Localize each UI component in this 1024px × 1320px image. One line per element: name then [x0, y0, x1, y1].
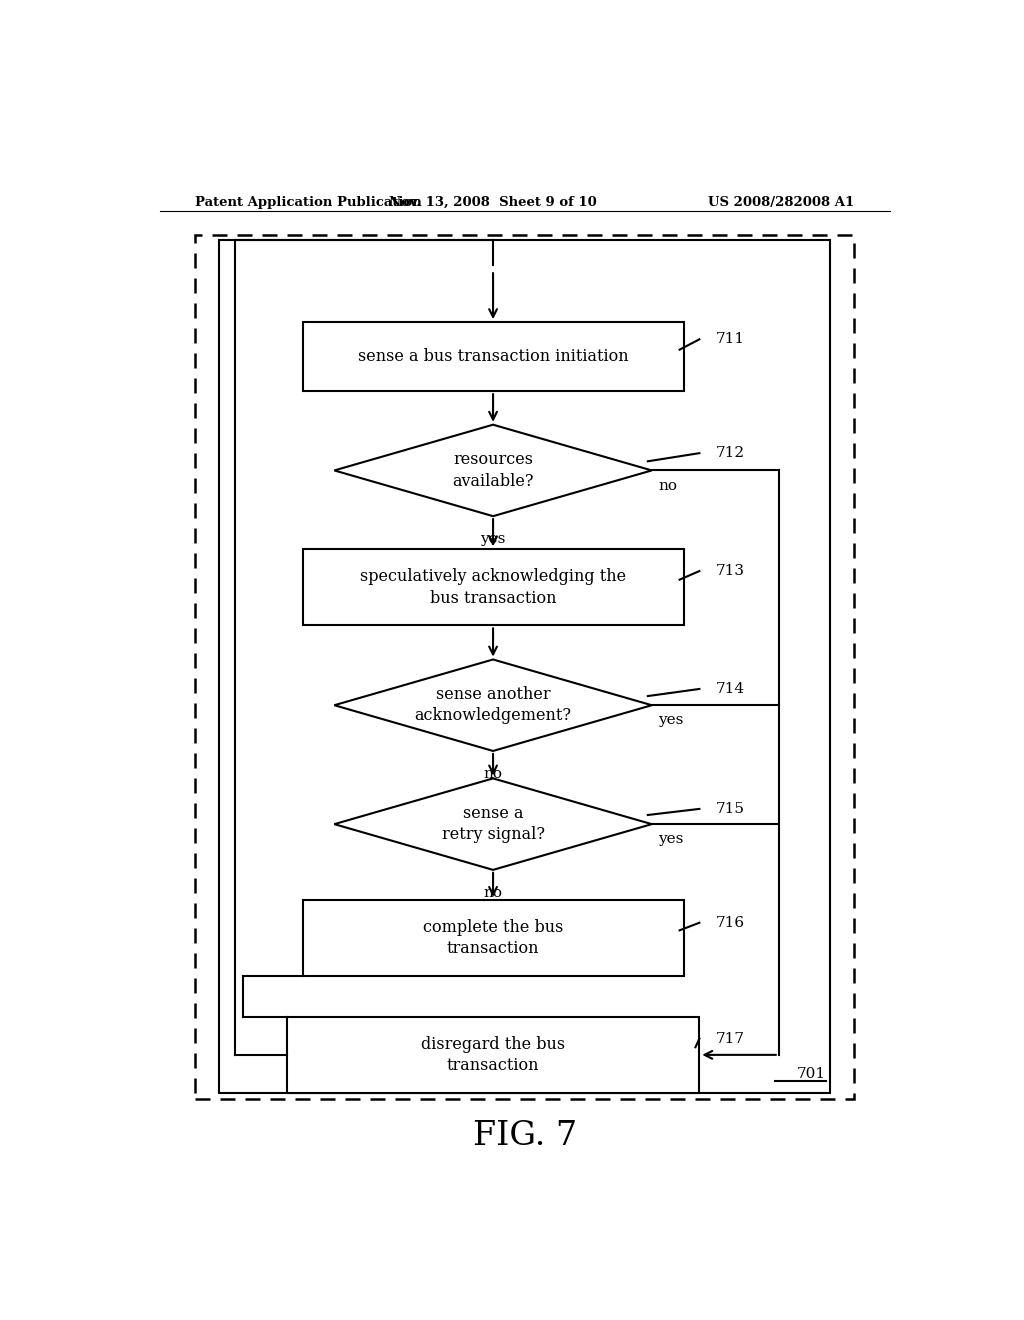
Text: no: no [658, 479, 677, 492]
Text: 714: 714 [715, 682, 744, 696]
Text: no: no [483, 886, 503, 900]
Text: US 2008/282008 A1: US 2008/282008 A1 [708, 195, 854, 209]
Polygon shape [334, 425, 652, 516]
Text: 712: 712 [715, 446, 744, 461]
Text: sense a bus transaction initiation: sense a bus transaction initiation [357, 348, 629, 366]
FancyBboxPatch shape [196, 235, 854, 1098]
Text: complete the bus
transaction: complete the bus transaction [423, 919, 563, 957]
Polygon shape [334, 779, 652, 870]
Text: disregard the bus
transaction: disregard the bus transaction [421, 1036, 565, 1074]
FancyBboxPatch shape [219, 240, 830, 1093]
Text: sense another
acknowledgement?: sense another acknowledgement? [415, 686, 571, 725]
Text: Patent Application Publication: Patent Application Publication [196, 195, 422, 209]
Text: Nov. 13, 2008  Sheet 9 of 10: Nov. 13, 2008 Sheet 9 of 10 [389, 195, 597, 209]
Text: 716: 716 [715, 916, 744, 929]
Text: sense a
retry signal?: sense a retry signal? [441, 805, 545, 843]
Text: 701: 701 [798, 1068, 826, 1081]
Text: FIG. 7: FIG. 7 [473, 1121, 577, 1152]
FancyBboxPatch shape [303, 549, 684, 626]
Text: 711: 711 [715, 333, 744, 346]
Text: 713: 713 [715, 564, 744, 578]
Text: yes: yes [658, 713, 683, 727]
Text: 715: 715 [715, 801, 744, 816]
Text: resources
available?: resources available? [453, 451, 534, 490]
FancyBboxPatch shape [303, 322, 684, 391]
Text: speculatively acknowledging the
bus transaction: speculatively acknowledging the bus tran… [360, 568, 626, 607]
FancyBboxPatch shape [303, 900, 684, 975]
Text: yes: yes [480, 532, 506, 546]
Text: no: no [483, 767, 503, 781]
Text: yes: yes [658, 833, 683, 846]
Polygon shape [334, 660, 652, 751]
FancyBboxPatch shape [287, 1016, 699, 1093]
Text: 717: 717 [715, 1032, 744, 1045]
